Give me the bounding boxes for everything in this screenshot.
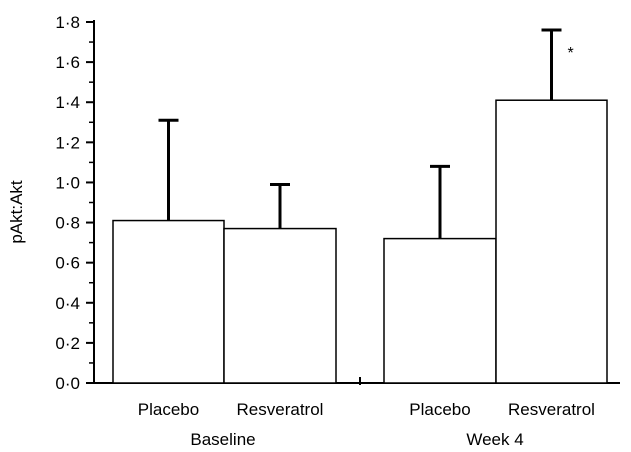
significance-marker: * [568,45,574,62]
y-axis-title: pAkt:Akt [7,180,26,244]
bar [383,237,497,384]
annotations: * [568,45,574,62]
y-tick-label: 1·8 [55,13,80,32]
bar [223,227,337,384]
x-category-label: Resveratrol [237,400,324,419]
x-group-label: Baseline [190,430,255,449]
bar [495,99,608,384]
y-tick-label: 1·2 [55,133,80,152]
y-tick-label: 1·6 [55,53,80,72]
bar [112,219,225,384]
error-bars [158,28,562,239]
y-tick-label: 0·6 [55,254,80,273]
y-tick-label: 0·0 [55,374,80,393]
y-tick-label: 0·8 [55,214,80,233]
x-labels: Placebo Resveratrol Placebo Resveratrol Base… [138,400,595,449]
y-tick-label: 0·4 [55,294,80,313]
bars [112,99,608,384]
y-tick-label: 1·4 [55,93,80,112]
x-category-label: Placebo [409,400,470,419]
y-tick-label: 1·0 [55,173,80,192]
x-group-label: Week 4 [466,430,523,449]
y-ticks: 0·0 0·2 0·4 0·6 0·8 1·0 1·2 1·4 1·6 1·8 [55,13,94,393]
x-category-label: Placebo [138,400,199,419]
y-tick-label: 0·2 [55,334,80,353]
x-category-label: Resveratrol [508,400,595,419]
